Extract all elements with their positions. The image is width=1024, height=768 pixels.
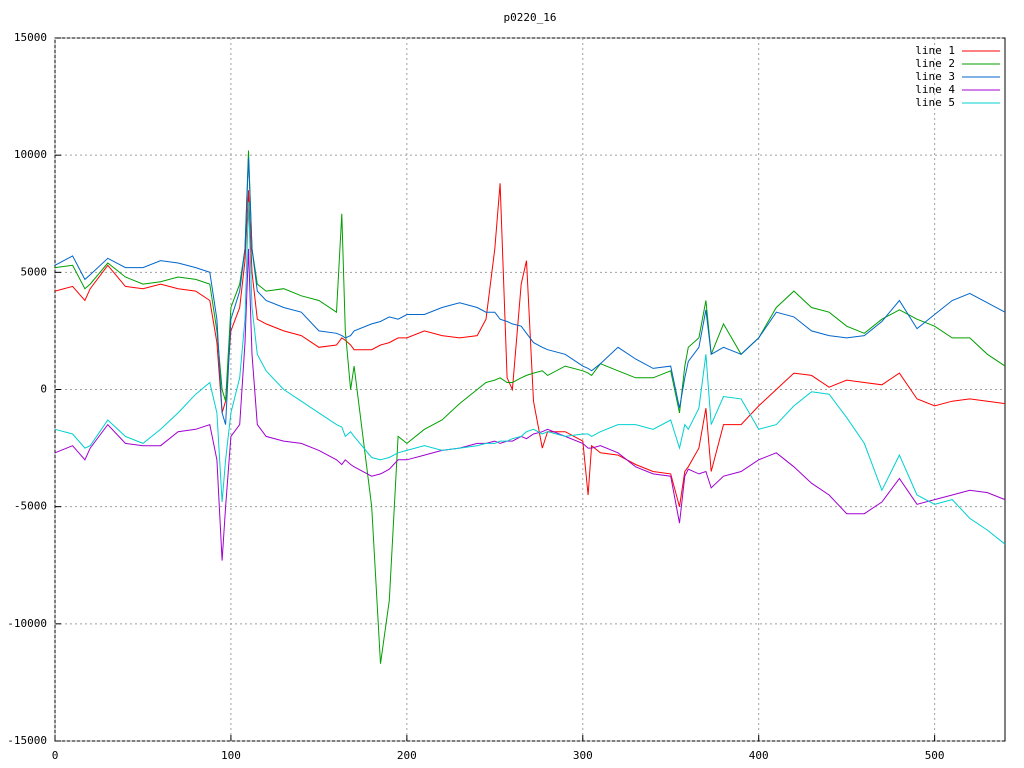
y-tick-label: 15000 [14, 31, 47, 44]
legend-label: line 1 [915, 44, 955, 57]
y-tick-label: 10000 [14, 148, 47, 161]
x-tick-label: 500 [925, 749, 945, 762]
legend-label: line 4 [915, 83, 955, 96]
y-tick-label: -15000 [7, 734, 47, 747]
series-line [54, 150, 1006, 664]
x-tick-label: 300 [573, 749, 593, 762]
y-tick-label: -10000 [7, 617, 47, 630]
x-tick-label: 400 [749, 749, 769, 762]
legend-label: line 3 [915, 70, 955, 83]
series-line [54, 248, 1006, 561]
legend-label: line 5 [915, 96, 955, 109]
x-tick-label: 200 [397, 749, 417, 762]
y-tick-label: 0 [40, 383, 47, 396]
x-tick-label: 100 [221, 749, 241, 762]
chart-title: p0220_16 [504, 11, 557, 24]
x-tick-label: 0 [52, 749, 59, 762]
y-tick-label: -5000 [14, 500, 47, 513]
legend-label: line 2 [915, 57, 955, 70]
series-line [54, 201, 1006, 545]
series-line [54, 183, 1006, 507]
y-tick-label: 5000 [21, 265, 48, 278]
series-line [54, 157, 1006, 425]
